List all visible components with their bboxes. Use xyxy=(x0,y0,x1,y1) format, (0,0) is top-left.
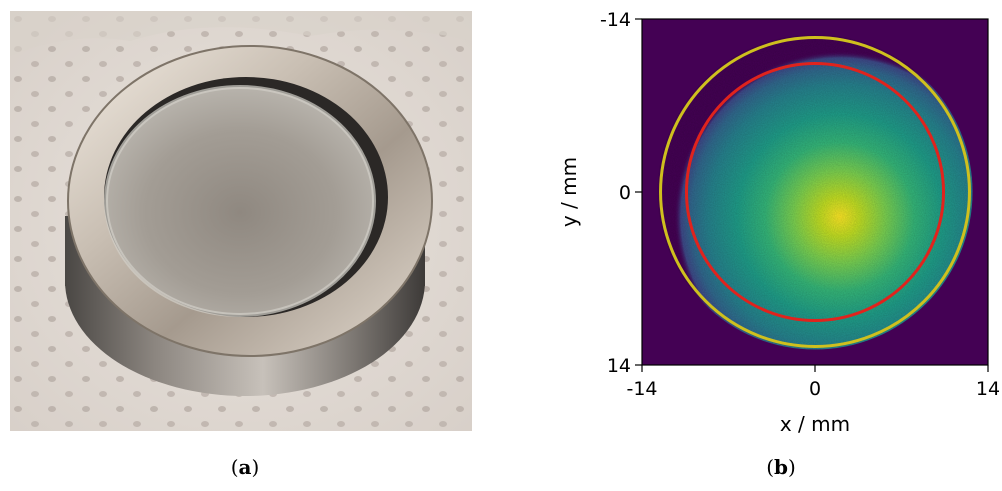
x-tick-label: -14 xyxy=(626,378,657,400)
caption-open-paren: ( xyxy=(230,455,239,479)
x-tick-label: 14 xyxy=(976,378,1000,400)
caption-letter-b: b xyxy=(774,455,788,479)
y-tick-label: 0 xyxy=(619,182,631,204)
caption-open-paren: ( xyxy=(766,455,774,479)
y-tick-label: 14 xyxy=(607,355,631,377)
caption-close-paren: ) xyxy=(787,455,796,479)
caption-close-paren: ) xyxy=(251,455,260,479)
y-axis-label: y / mm xyxy=(557,157,581,227)
y-tick-label: -14 xyxy=(600,9,631,31)
panel-b-caption: (b) xyxy=(756,455,806,479)
heatmap-area xyxy=(642,19,988,365)
panel-a-photo xyxy=(10,11,472,431)
outer-circle-yellow xyxy=(659,36,971,348)
x-axis-label: x / mm xyxy=(780,412,850,436)
beam-noise-texture xyxy=(657,34,973,350)
caption-letter-a: a xyxy=(238,455,252,479)
inner-circle-red xyxy=(684,61,946,323)
x-tick-label: 0 xyxy=(809,378,821,400)
panel-a-caption: (a) xyxy=(220,455,270,479)
